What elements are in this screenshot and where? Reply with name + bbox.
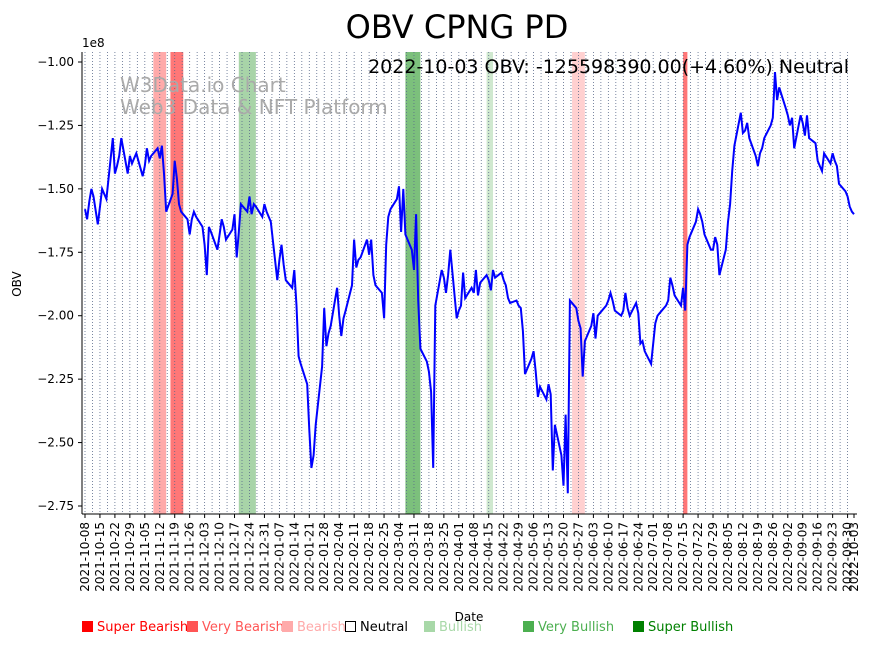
x-grid: [84, 52, 848, 514]
x-tick-label: 2022-07-29: [706, 522, 720, 592]
watermark-line1: W3Data.io Chart: [120, 73, 286, 97]
x-axis-ticks: 2021-10-08 2021-10-15 2021-10-22 2021-10-29…: [78, 514, 861, 592]
legend-label: Very Bearish: [202, 620, 284, 635]
x-tick-label: 2022-08-26: [766, 522, 780, 592]
legend-item: Bullish: [424, 620, 482, 635]
legend-item: Super Bearish: [82, 620, 188, 635]
legend-swatch: [424, 621, 435, 632]
legend-swatch: [282, 621, 293, 632]
x-tick-label: 2022-09-23: [826, 522, 840, 592]
legend-label: Super Bearish: [97, 620, 189, 635]
legend-item: Very Bearish: [187, 620, 284, 635]
x-tick-label: 2022-09-02: [781, 522, 795, 592]
x-tick-label: 2021-10-08: [78, 522, 92, 592]
chart-subtitle: 2022-10-03 OBV: -125598390.00(+4.60%) Ne…: [368, 56, 849, 78]
y-multiplier-label: 1e8: [82, 36, 105, 50]
x-tick-label: 2022-07-01: [646, 522, 660, 592]
legend-label: Bullish: [439, 620, 483, 635]
y-tick-label: −2.00: [37, 309, 74, 323]
x-tick-label: 2022-04-15: [482, 522, 496, 592]
x-tick-label: 2022-03-25: [437, 522, 451, 592]
signal-legend: Super Bearish Very Bearish Bearish Neutral B…: [82, 620, 862, 638]
legend-label: Bearish: [297, 620, 346, 635]
x-tick-label: 2022-02-25: [377, 522, 391, 592]
x-tick-label: 2022-07-08: [661, 522, 675, 592]
legend-label: Super Bullish: [648, 620, 734, 635]
x-tick-label: 2022-05-27: [571, 522, 585, 592]
x-tick-label: 2022-04-08: [467, 522, 481, 592]
legend-label: Neutral: [360, 620, 408, 635]
x-tick-label: 2022-01-14: [287, 522, 301, 592]
x-tick-label: 2022-09-16: [811, 522, 825, 592]
x-tick-label: 2022-06-10: [601, 522, 615, 592]
legend-item: Neutral: [345, 620, 408, 635]
watermark-line2: Web3 Data & NFT Platform: [120, 95, 388, 119]
chart-title: OBV CPNG PD: [346, 8, 569, 46]
legend-swatch: [187, 621, 198, 632]
y-tick-label: −2.75: [37, 499, 74, 513]
x-tick-label: 2021-10-29: [123, 522, 137, 592]
x-tick-label: 2022-05-13: [542, 522, 556, 592]
x-tick-label: 2022-05-06: [527, 522, 541, 592]
x-tick-label: 2022-03-04: [392, 522, 406, 592]
legend-item: Bearish: [282, 620, 346, 635]
x-tick-label: 2021-12-17: [228, 522, 242, 592]
signal-band-3: [405, 52, 421, 514]
x-tick-label: 2022-02-18: [362, 522, 376, 592]
x-tick-label: 2022-04-29: [512, 522, 526, 592]
x-tick-label: 2022-01-21: [302, 522, 316, 592]
legend-swatch: [345, 621, 356, 632]
x-tick-label: 2021-12-31: [257, 522, 271, 592]
x-tick-label: 2022-01-07: [272, 522, 286, 592]
x-tick-label: 2022-02-04: [332, 522, 346, 592]
x-tick-label: 2022-10-03: [847, 522, 861, 592]
x-tick-label: 2022-08-12: [736, 522, 750, 592]
x-tick-label: 2021-11-19: [168, 522, 182, 592]
x-tick-label: 2022-09-09: [796, 522, 810, 592]
x-tick-label: 2022-03-18: [422, 522, 436, 592]
x-tick-label: 2021-10-22: [108, 522, 122, 592]
y-tick-label: −2.50: [37, 436, 74, 450]
x-tick-label: 2022-04-22: [497, 522, 511, 592]
signal-bands: [153, 52, 688, 514]
y-tick-label: −1.50: [37, 182, 74, 196]
y-tick-label: −1.75: [37, 245, 74, 259]
y-axis-ticks: −1.00 −1.25 −1.50 −1.75 −2.00 −2.25 −2.50 −2.75: [37, 55, 82, 513]
legend-swatch: [633, 621, 644, 632]
legend-swatch: [82, 621, 93, 632]
x-tick-label: 2022-04-01: [452, 522, 466, 592]
legend-label: Very Bullish: [538, 620, 615, 635]
x-tick-label: 2022-08-19: [751, 522, 765, 592]
x-tick-label: 2021-11-12: [153, 522, 167, 592]
x-tick-label: 2022-03-11: [407, 522, 421, 592]
x-tick-label: 2022-07-22: [691, 522, 705, 592]
x-tick-label: 2022-02-11: [347, 522, 361, 592]
x-axis-label: Date: [455, 610, 484, 624]
x-tick-label: 2022-09-30: [841, 522, 855, 592]
obv-series-line: [84, 72, 855, 494]
x-tick-label: 2022-08-05: [721, 522, 735, 592]
x-tick-label: 2022-01-28: [317, 522, 331, 592]
x-tick-label: 2021-12-24: [242, 522, 256, 592]
x-tick-label: 2022-06-24: [631, 522, 645, 592]
x-tick-label: 2021-12-10: [213, 522, 227, 592]
y-axis-label: OBV: [10, 270, 24, 296]
x-tick-label: 2022-06-03: [586, 522, 600, 592]
signal-band-1: [170, 52, 184, 514]
y-tick-label: −2.25: [37, 372, 74, 386]
signal-band-2: [238, 52, 256, 514]
legend-item: Very Bullish: [523, 620, 614, 635]
x-tick-label: 2022-06-17: [616, 522, 630, 592]
x-tick-label: 2022-05-20: [556, 522, 570, 592]
x-tick-label: 2021-11-26: [183, 522, 197, 592]
x-tick-label: 2021-11-05: [138, 522, 152, 592]
x-tick-label: 2021-10-15: [93, 522, 107, 592]
y-tick-label: −1.25: [37, 118, 74, 132]
legend-swatch: [523, 621, 534, 632]
x-tick-label: 2022-07-15: [676, 522, 690, 592]
legend-item: Super Bullish: [633, 620, 733, 635]
y-tick-label: −1.00: [37, 55, 74, 69]
x-tick-label: 2021-12-03: [198, 522, 212, 592]
